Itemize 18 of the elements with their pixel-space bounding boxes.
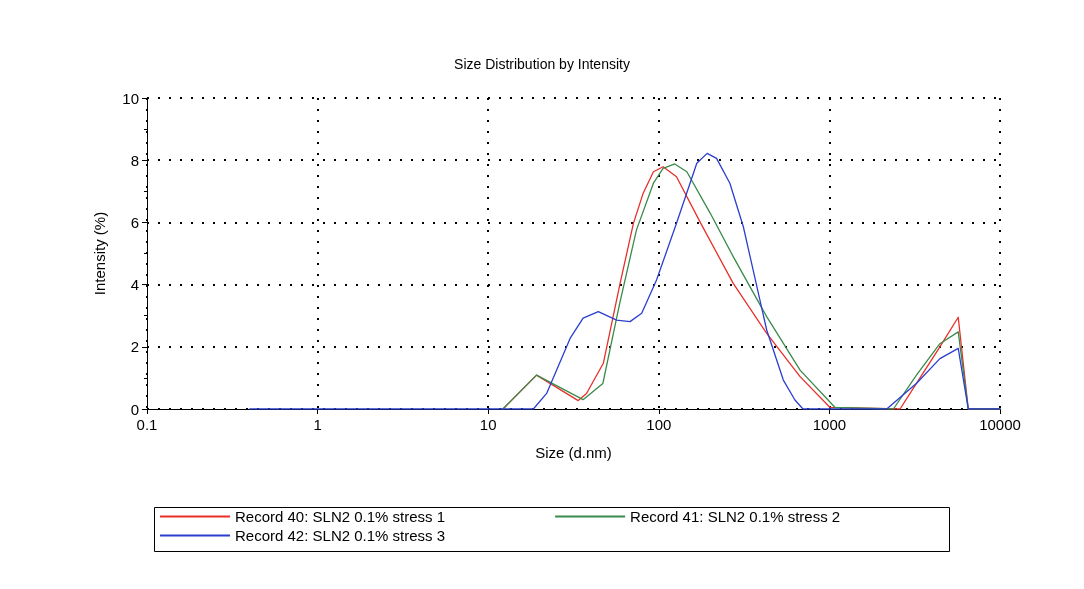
y-tick-label: 0 (130, 400, 139, 418)
y-tick-label: 6 (130, 213, 139, 231)
x-tick-label: 0.1 (136, 416, 158, 433)
y-tick-label: 8 (130, 151, 139, 169)
legend-label: Record 41: SLN2 0.1% stress 2 (630, 508, 841, 525)
y-tick-label: 10 (122, 89, 139, 107)
x-tick-label: 10000 (979, 416, 1021, 433)
y-tick-label: 4 (130, 276, 139, 294)
legend-label: Record 42: SLN2 0.1% stress 3 (235, 527, 446, 544)
x-tick-label: 1 (313, 416, 322, 433)
x-tick-label: 10 (479, 416, 497, 433)
x-tick-label: 1000 (812, 416, 847, 433)
y-tick-label: 2 (130, 338, 139, 356)
y-axis-title: Intensity (%) (91, 211, 108, 296)
legend-label: Record 40: SLN2 0.1% stress 1 (235, 508, 446, 525)
x-tick-label: 100 (646, 416, 672, 433)
x-axis-title: Size (d.nm) (535, 444, 612, 461)
chart-title: Size Distribution by Intensity (454, 56, 630, 72)
